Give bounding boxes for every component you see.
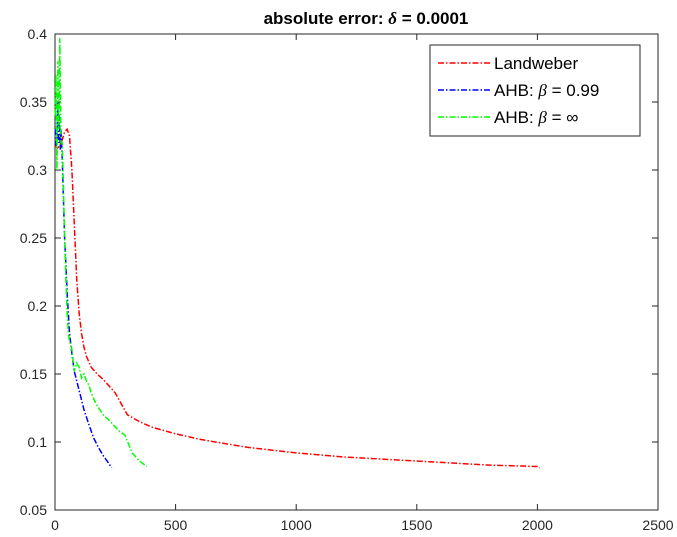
legend-prefix: AHB: (494, 108, 538, 127)
x-tick-label: 1500 (401, 517, 432, 533)
legend-label-1: AHB: β = 0.99 (494, 81, 599, 100)
x-tick-label: 2500 (642, 517, 673, 533)
x-tick-label: 0 (51, 517, 59, 533)
series-lines (54, 38, 541, 469)
series-line-0 (54, 127, 541, 469)
y-tick-label: 0.3 (28, 162, 48, 178)
y-tick-label: 0.15 (20, 366, 47, 382)
y-tick-label: 0.05 (20, 502, 47, 518)
y-tick-label: 0.1 (28, 434, 48, 450)
legend-label-2: AHB: β = ∞ (494, 108, 578, 127)
legend-symbol: β (537, 108, 547, 127)
x-tick-label: 500 (164, 517, 188, 533)
title-prefix: absolute error: (264, 9, 389, 28)
x-tick-label: 2000 (522, 517, 553, 533)
legend-label-0: Landweber (494, 54, 578, 73)
y-tick-label: 0.25 (20, 230, 47, 246)
series-line-2 (54, 38, 148, 468)
x-tick-label: 1000 (281, 517, 312, 533)
y-tick-label: 0.4 (28, 26, 48, 42)
y-tick-label: 0.2 (28, 298, 48, 314)
y-tick-label: 0.35 (20, 94, 47, 110)
title-symbol: δ (388, 9, 397, 28)
legend-prefix: Landweber (494, 54, 578, 73)
title-suffix: = 0.0001 (397, 9, 468, 28)
legend-suffix: = ∞ (547, 108, 579, 127)
legend-suffix: = 0.99 (547, 81, 599, 100)
legend-prefix: AHB: (494, 81, 538, 100)
legend-symbol: β (537, 81, 547, 100)
axis-ticks: 0 500 1000 1500 2000 2500 0.05 0.1 0.15 0.2 0.25 0.… (20, 26, 674, 533)
chart-title: absolute error: δ = 0.0001 (264, 9, 469, 28)
